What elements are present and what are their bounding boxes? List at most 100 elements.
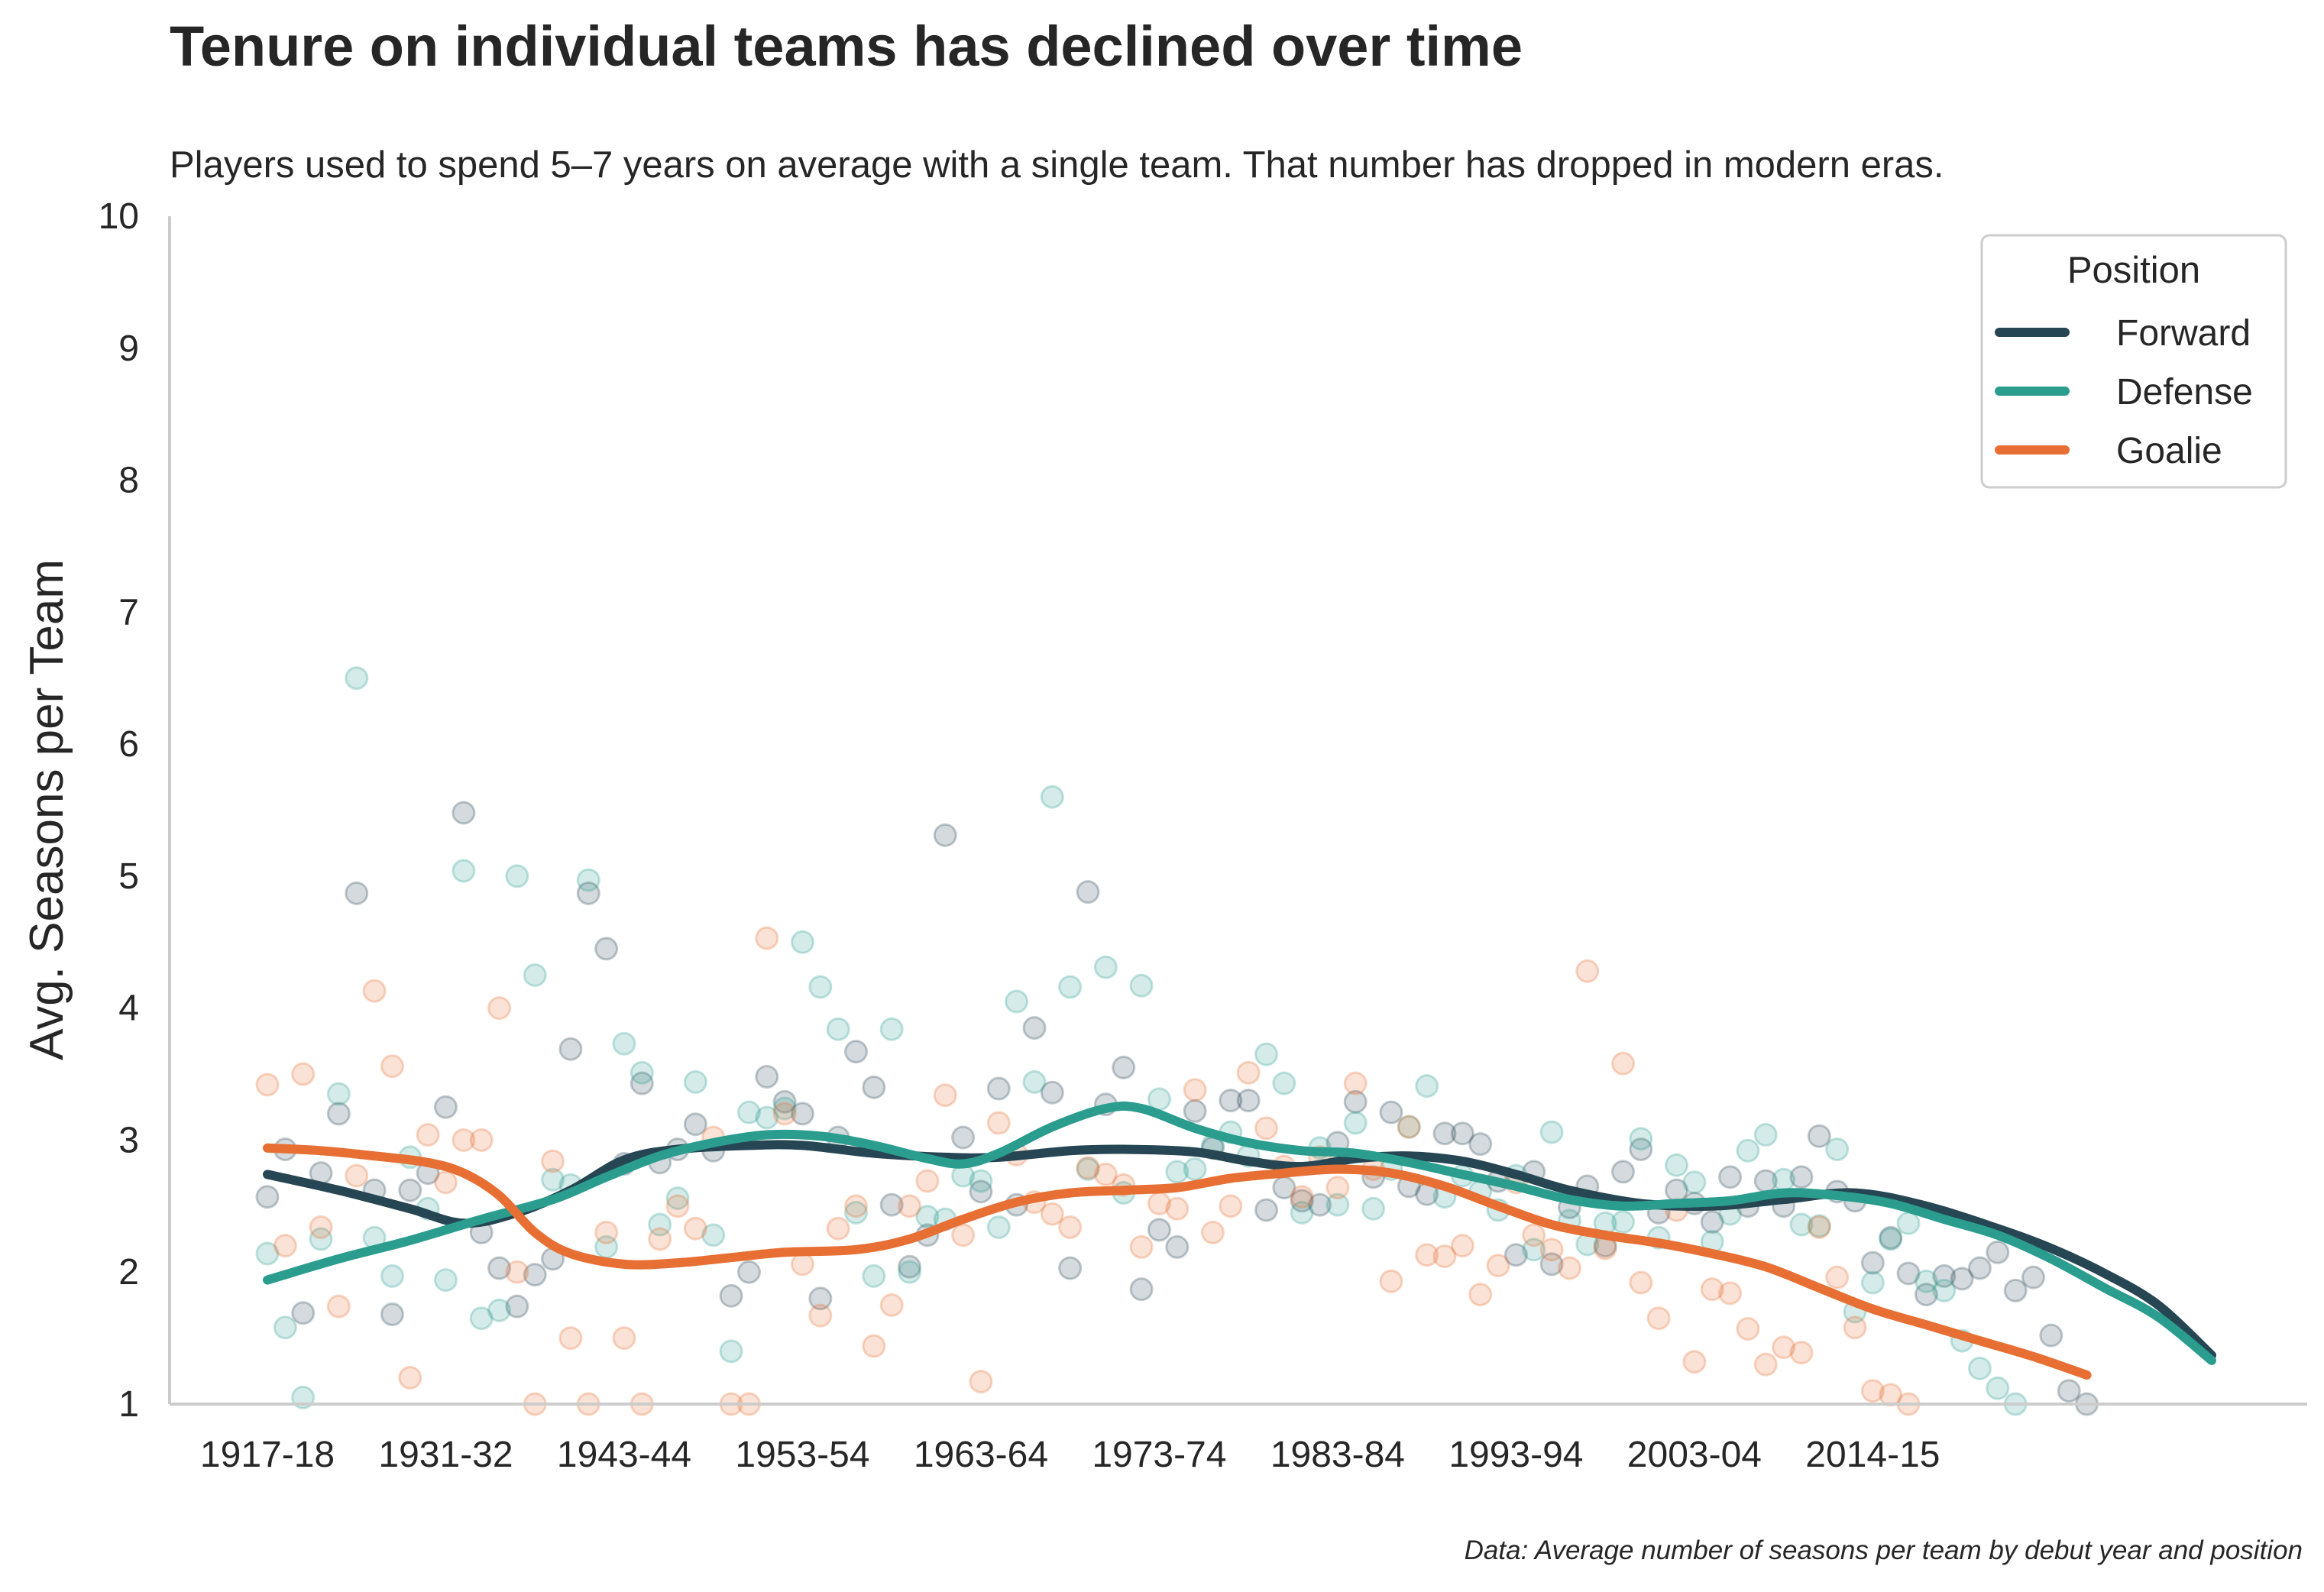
forward-point (291, 1301, 316, 1325)
defense-point (1665, 1153, 1689, 1177)
forward-point (790, 1102, 814, 1126)
goalie-point (558, 1326, 583, 1351)
goalie-point (255, 1073, 280, 1097)
defense-point (1361, 1196, 1386, 1221)
defense-point (1914, 1269, 1938, 1293)
goalie-point (469, 1128, 494, 1152)
forward-point (345, 881, 369, 905)
goalie-point (986, 1111, 1011, 1135)
goalie-point (398, 1365, 422, 1390)
forward-point (1539, 1252, 1564, 1277)
defense-point (844, 1200, 869, 1225)
goalie-point (1236, 1060, 1261, 1085)
y-tick-label: 3 (118, 1120, 139, 1160)
y-tick-label: 2 (118, 1252, 139, 1293)
y-tick-label: 6 (118, 724, 139, 765)
defense-point (1539, 1120, 1564, 1144)
goalie-point (1610, 1051, 1635, 1076)
goalie-point (755, 926, 779, 950)
forward-point (1343, 1089, 1368, 1114)
goalie-point (1076, 1156, 1100, 1180)
goalie-point (898, 1194, 922, 1218)
defense-point (683, 1069, 707, 1094)
defense-point (1860, 1270, 1885, 1295)
goalie-point (1058, 1215, 1083, 1239)
forward-point (862, 1075, 886, 1099)
defense-point (1789, 1212, 1814, 1237)
defense-point (1147, 1087, 1171, 1111)
goalie-point (933, 1083, 957, 1108)
defense-point (1397, 1115, 1421, 1139)
defense-trend-line (263, 1101, 2216, 1365)
goalie-point (345, 1163, 369, 1188)
goalie-point (1415, 1243, 1439, 1267)
goalie-point (1183, 1078, 1207, 1102)
goalie-point (1486, 1254, 1510, 1278)
y-tick-label: 7 (118, 592, 139, 633)
goalie-point (683, 1216, 707, 1241)
forward-point (1129, 1277, 1154, 1302)
forward-point (1183, 1099, 1207, 1123)
forward-point (1950, 1267, 1974, 1291)
defense-point (1093, 955, 1118, 979)
defense-point (969, 1169, 993, 1193)
goalie-point (1219, 1194, 1243, 1218)
goalie-point (1807, 1215, 1831, 1239)
goalie-point (362, 979, 387, 1003)
goalie-point (273, 1234, 297, 1258)
forward-point (1718, 1165, 1743, 1189)
goalie-point (452, 1128, 476, 1152)
x-tick-label: 1993-94 (1448, 1435, 1583, 1475)
defense-point (1522, 1238, 1546, 1262)
defense-point (701, 1223, 726, 1247)
forward-point (1789, 1165, 1814, 1189)
forward-point (736, 1260, 761, 1284)
y-axis-label: Avg. Seasons per Team (21, 559, 73, 1060)
defense-point (1879, 1227, 1903, 1251)
goalie-point (541, 1149, 565, 1173)
defense-point (862, 1264, 886, 1288)
defense-point (505, 864, 529, 888)
defense-point (1254, 1042, 1279, 1066)
forward-point (380, 1302, 404, 1327)
defense-point (1629, 1127, 1653, 1151)
axes (168, 216, 2307, 1406)
defense-point (1272, 1071, 1296, 1095)
forward-point (1147, 1218, 1171, 1242)
forward-point (487, 1256, 512, 1280)
goalie-point (1557, 1256, 1581, 1280)
goalie-point (915, 1169, 940, 1193)
defense-point (1932, 1278, 1957, 1302)
goalie-point (380, 1054, 404, 1079)
forward-point (2003, 1278, 2028, 1302)
defense-point (612, 1031, 636, 1056)
forward-point (398, 1178, 422, 1202)
goalie-point (1575, 959, 1600, 983)
scatter-points (255, 666, 2099, 1416)
forward-point (1379, 1100, 1403, 1124)
x-ticks: 1917-18 1931-32 1943-44 1953-54 1963-64 1973-… (200, 1435, 1940, 1475)
goalie-point (1539, 1238, 1564, 1262)
goalie-point (1825, 1265, 1850, 1289)
goalie-point (1397, 1115, 1421, 1139)
forward-point (255, 1185, 280, 1209)
forward-point (1932, 1264, 1957, 1288)
goalie-point (291, 1062, 316, 1086)
forward-point (2057, 1379, 2081, 1403)
forward-point (1254, 1198, 1279, 1222)
defense-point (898, 1260, 922, 1284)
goalie-point (1753, 1352, 1778, 1377)
goalie-point (862, 1334, 886, 1358)
forward-point (594, 937, 619, 961)
forward-point (1040, 1080, 1064, 1105)
forward-point (1503, 1243, 1528, 1267)
forward-point (1629, 1137, 1653, 1162)
y-tick-label: 9 (118, 328, 139, 369)
defense-point (915, 1205, 940, 1229)
forward-point (630, 1071, 654, 1095)
forward-point (2021, 1265, 2046, 1289)
goalie-point (1718, 1281, 1743, 1306)
defense-point (1825, 1137, 1850, 1162)
y-tick-label: 8 (118, 461, 139, 501)
